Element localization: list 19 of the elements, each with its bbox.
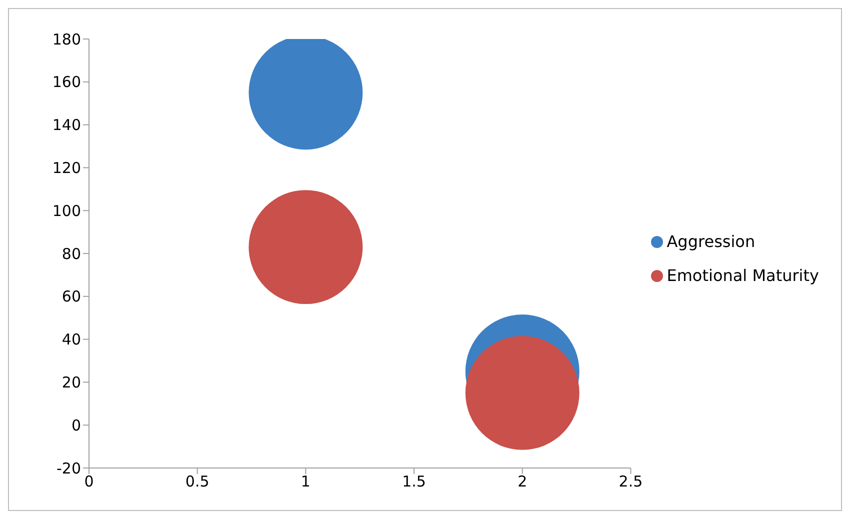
y-tick-label: 180 — [52, 30, 81, 48]
legend-label: Aggression — [666, 232, 756, 250]
x-tick-label: 1.5 — [402, 472, 426, 491]
x-tick-label: 2 — [518, 472, 528, 491]
y-tick-label: 120 — [52, 159, 81, 178]
x-tick-label: 2.5 — [618, 472, 643, 491]
y-tick-label: 140 — [52, 116, 81, 134]
y-tick-label: 80 — [62, 244, 81, 263]
y-tick-label: 20 — [62, 374, 81, 392]
y-tick-label: 40 — [62, 330, 81, 349]
x-tick-label: 0 — [84, 472, 94, 491]
legend-label: Emotional Maturity — [666, 266, 819, 284]
x-tick-label: 0.5 — [185, 472, 210, 491]
y-tick-label: 160 — [52, 73, 81, 92]
y-tick-label: 60 — [62, 288, 81, 306]
x-tick-label: 1 — [300, 472, 310, 491]
y-tick-label: 100 — [52, 202, 81, 220]
y-tick-label: 0 — [71, 416, 81, 434]
y-tick-label: -20 — [56, 459, 81, 478]
